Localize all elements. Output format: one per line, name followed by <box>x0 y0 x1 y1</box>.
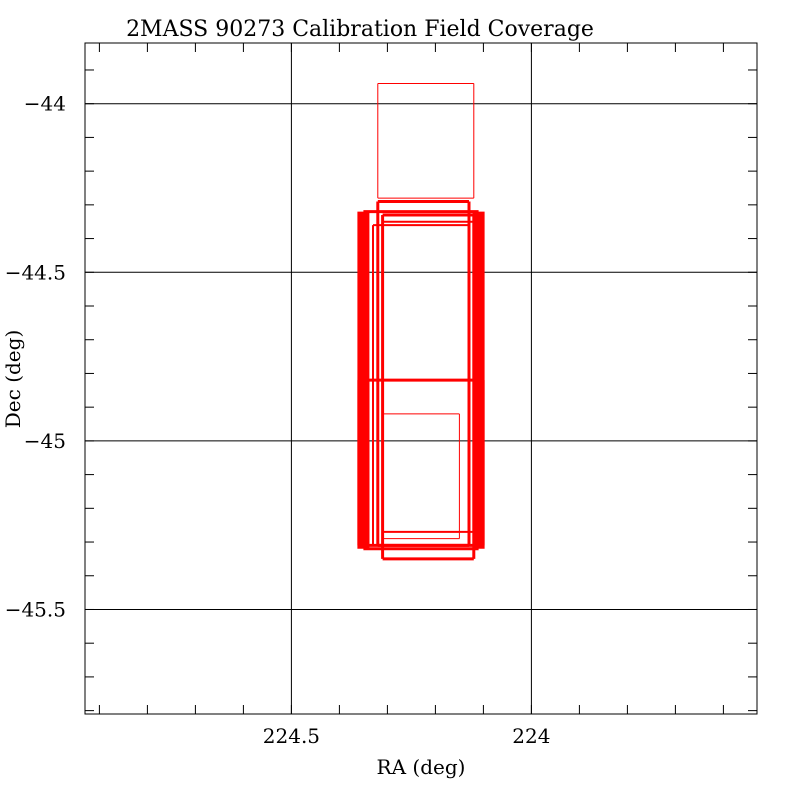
x-tick-label: 224.5 <box>263 724 320 748</box>
y-tick-label: −45.5 <box>5 597 66 621</box>
y-tick-label: −45 <box>24 429 66 453</box>
coverage-rectangle <box>381 220 475 533</box>
x-tick-label: 224 <box>512 724 550 748</box>
coverage-rectangle <box>372 224 470 547</box>
tick-labels: 224 224.5 −44 −44.5 −45 −45.5 <box>5 92 551 748</box>
coverage-rectangles <box>357 82 485 561</box>
y-tick-label: −44.5 <box>5 260 66 284</box>
coverage-rectangle <box>381 213 476 561</box>
coverage-rectangle <box>382 413 460 540</box>
chart-title: 2MASS 90273 Calibration Field Coverage <box>126 17 594 42</box>
grid-lines <box>85 43 757 714</box>
coverage-rectangle <box>376 199 471 547</box>
y-axis-label: Dec (deg) <box>1 330 25 428</box>
coverage-rectangle <box>357 378 485 551</box>
axis-ticks <box>85 43 757 714</box>
coverage-rectangle <box>377 82 475 199</box>
x-axis-label: RA (deg) <box>377 755 466 779</box>
y-tick-label: −44 <box>24 92 66 116</box>
coverage-rectangle <box>357 210 485 547</box>
plot-frame <box>84 42 758 715</box>
